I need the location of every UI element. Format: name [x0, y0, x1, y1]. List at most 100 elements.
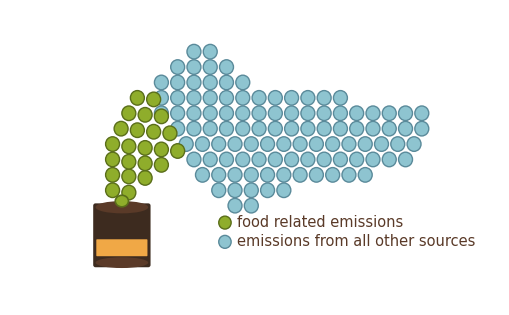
Ellipse shape	[349, 152, 363, 167]
Ellipse shape	[122, 185, 135, 200]
Ellipse shape	[187, 75, 201, 90]
Ellipse shape	[235, 91, 249, 105]
Ellipse shape	[325, 168, 339, 182]
Ellipse shape	[382, 152, 395, 167]
Ellipse shape	[235, 121, 249, 136]
Ellipse shape	[105, 183, 119, 198]
Ellipse shape	[203, 60, 217, 74]
Ellipse shape	[390, 137, 404, 151]
Ellipse shape	[211, 137, 225, 151]
Ellipse shape	[219, 121, 233, 136]
Ellipse shape	[398, 152, 412, 167]
Ellipse shape	[195, 137, 209, 151]
Ellipse shape	[374, 137, 388, 151]
Ellipse shape	[147, 92, 160, 107]
Ellipse shape	[228, 198, 242, 213]
Text: emissions from all other sources: emissions from all other sources	[236, 234, 474, 249]
Ellipse shape	[284, 121, 298, 136]
Ellipse shape	[349, 106, 363, 121]
Ellipse shape	[251, 91, 266, 105]
Ellipse shape	[317, 91, 330, 105]
Ellipse shape	[414, 106, 428, 121]
Ellipse shape	[219, 75, 233, 90]
Ellipse shape	[203, 121, 217, 136]
Ellipse shape	[244, 137, 258, 151]
Ellipse shape	[235, 152, 249, 167]
Ellipse shape	[122, 169, 135, 184]
Ellipse shape	[138, 140, 152, 155]
Ellipse shape	[235, 75, 249, 90]
Ellipse shape	[276, 137, 290, 151]
Ellipse shape	[251, 152, 266, 167]
Ellipse shape	[130, 123, 144, 137]
Ellipse shape	[365, 152, 379, 167]
Ellipse shape	[398, 106, 412, 121]
Ellipse shape	[284, 91, 298, 105]
Ellipse shape	[171, 121, 184, 136]
Ellipse shape	[349, 121, 363, 136]
Ellipse shape	[317, 152, 330, 167]
Ellipse shape	[154, 91, 168, 105]
Ellipse shape	[218, 216, 231, 229]
Ellipse shape	[268, 91, 282, 105]
Ellipse shape	[268, 106, 282, 121]
Ellipse shape	[365, 121, 379, 136]
Ellipse shape	[203, 44, 217, 59]
Ellipse shape	[179, 137, 193, 151]
Ellipse shape	[115, 195, 128, 207]
Ellipse shape	[398, 121, 412, 136]
Ellipse shape	[333, 91, 347, 105]
Ellipse shape	[122, 154, 135, 169]
Ellipse shape	[138, 107, 152, 122]
Ellipse shape	[228, 168, 242, 182]
Ellipse shape	[260, 137, 274, 151]
Ellipse shape	[357, 168, 372, 182]
Ellipse shape	[195, 168, 209, 182]
Ellipse shape	[219, 60, 233, 74]
Ellipse shape	[105, 137, 119, 151]
Ellipse shape	[154, 158, 168, 172]
Ellipse shape	[211, 168, 225, 182]
Ellipse shape	[251, 121, 266, 136]
Ellipse shape	[187, 106, 201, 121]
Ellipse shape	[95, 257, 148, 268]
Ellipse shape	[171, 60, 184, 74]
Ellipse shape	[171, 144, 184, 158]
Ellipse shape	[138, 156, 152, 171]
Ellipse shape	[382, 106, 395, 121]
Ellipse shape	[95, 201, 148, 213]
Ellipse shape	[219, 91, 233, 105]
Ellipse shape	[284, 106, 298, 121]
Ellipse shape	[154, 109, 168, 123]
Ellipse shape	[114, 121, 128, 136]
Ellipse shape	[382, 121, 395, 136]
FancyBboxPatch shape	[93, 203, 150, 267]
Ellipse shape	[105, 168, 119, 182]
Ellipse shape	[228, 137, 242, 151]
Ellipse shape	[187, 44, 201, 59]
Ellipse shape	[276, 183, 290, 198]
Ellipse shape	[300, 121, 314, 136]
Ellipse shape	[122, 106, 135, 121]
Ellipse shape	[235, 106, 249, 121]
Ellipse shape	[325, 137, 339, 151]
FancyBboxPatch shape	[96, 239, 147, 256]
Ellipse shape	[171, 91, 184, 105]
Ellipse shape	[309, 137, 323, 151]
Ellipse shape	[122, 139, 135, 154]
Ellipse shape	[203, 91, 217, 105]
Ellipse shape	[228, 183, 242, 198]
Ellipse shape	[414, 121, 428, 136]
Ellipse shape	[218, 235, 231, 248]
Ellipse shape	[163, 126, 177, 140]
Ellipse shape	[342, 168, 355, 182]
Ellipse shape	[244, 198, 258, 213]
Ellipse shape	[268, 152, 282, 167]
Ellipse shape	[244, 183, 258, 198]
Ellipse shape	[105, 152, 119, 167]
Ellipse shape	[211, 183, 225, 198]
Ellipse shape	[171, 75, 184, 90]
Ellipse shape	[187, 91, 201, 105]
Ellipse shape	[203, 106, 217, 121]
Ellipse shape	[187, 152, 201, 167]
